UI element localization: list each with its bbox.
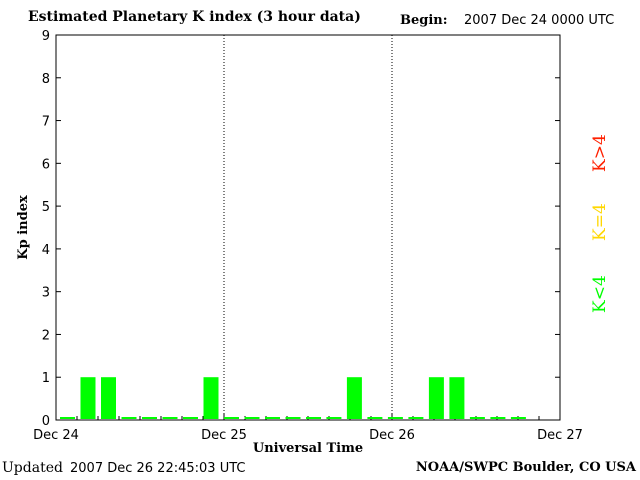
kp-bar: [469, 417, 485, 419]
kp-bar: [326, 417, 342, 419]
kp-bar: [306, 417, 321, 419]
legend-item: K=4: [590, 203, 610, 241]
y-tick-label: 4: [42, 243, 50, 258]
y-tick-label: 2: [42, 328, 50, 343]
kp-bar: [285, 417, 301, 419]
y-tick-label: 6: [42, 157, 50, 172]
y-tick-label: 5: [42, 200, 50, 215]
legend-item: K<4: [590, 275, 610, 313]
kp-bar: [183, 417, 198, 419]
updated-value: 2007 Dec 26 22:45:03 UTC: [70, 461, 246, 476]
kp-bar: [449, 377, 465, 419]
x-tick-label: Dec 25: [201, 428, 247, 443]
x-tick-label: Dec 24: [33, 428, 79, 443]
kp-bar: [428, 377, 444, 419]
kp-bar: [244, 417, 260, 419]
y-tick-label: 9: [42, 29, 50, 44]
kp-bar: [80, 377, 96, 419]
kp-bar: [510, 417, 526, 419]
y-tick-label: 1: [42, 371, 50, 386]
kp-bar: [387, 417, 403, 419]
begin-label: Begin:: [400, 13, 448, 28]
x-tick-label: Dec 27: [537, 428, 583, 443]
kp-bar: [224, 417, 239, 419]
kp-bar: [162, 417, 178, 419]
kp-bar: [346, 377, 362, 419]
y-tick-label: 0: [42, 414, 50, 429]
kp-bar: [265, 417, 280, 419]
chart-title: Estimated Planetary K index (3 hour data…: [28, 9, 361, 25]
x-axis-label: Universal Time: [253, 441, 363, 456]
y-tick-label: 8: [42, 72, 50, 87]
plot-frame: [55, 34, 561, 421]
kp-bar: [60, 417, 75, 419]
kp-bar: [490, 417, 506, 419]
y-axis-label: Kp index: [16, 195, 31, 260]
legend-item: K>4: [590, 134, 610, 172]
kp-bar: [408, 417, 424, 419]
kp-bar: [121, 417, 137, 419]
y-tick-label: 3: [42, 286, 50, 301]
updated-label: Updated: [2, 460, 63, 476]
kp-bar: [203, 377, 219, 419]
y-tick-label: 7: [42, 115, 50, 130]
kp-bar: [367, 417, 383, 419]
begin-value: 2007 Dec 24 0000 UTC: [464, 13, 615, 28]
x-tick-label: Dec 26: [369, 428, 415, 443]
kp-bar: [101, 377, 116, 419]
kp-bar: [142, 417, 157, 419]
source-credit: NOAA/SWPC Boulder, CO USA: [415, 460, 636, 475]
